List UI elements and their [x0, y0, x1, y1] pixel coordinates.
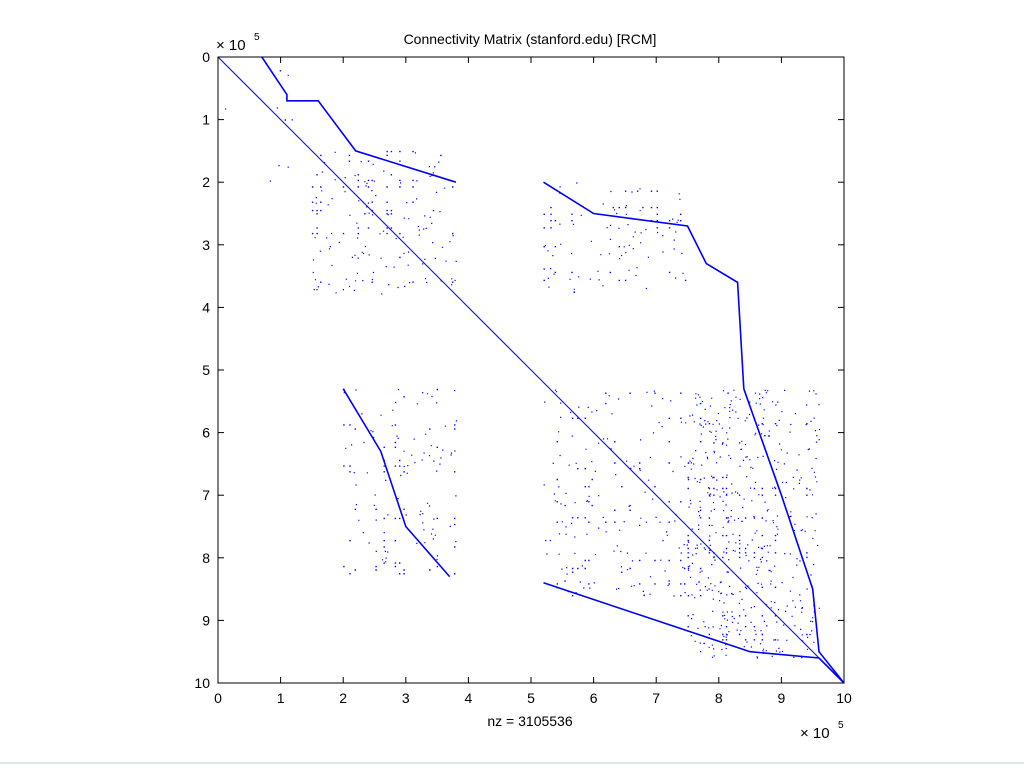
block-a-upper [276, 70, 293, 121]
chart-title: Connectivity Matrix (stanford.edu) [RCM] [404, 31, 657, 47]
block-a-upper-points [276, 70, 293, 121]
svg-text:5: 5 [254, 32, 260, 43]
edge-top-right [543, 181, 745, 389]
edge-lower-right [743, 388, 845, 684]
sparse-points-layer [225, 70, 821, 659]
staircase-edges-layer [261, 56, 845, 684]
block-f-dense [687, 389, 821, 659]
block-top-left-strip [225, 108, 227, 110]
block-c-points [543, 182, 687, 293]
svg-text:× 10: × 10 [800, 725, 830, 742]
plot-area [217, 56, 845, 684]
x-tick-label: 6 [590, 690, 598, 706]
x-axis-ticks: 0 1 2 3 4 5 6 7 8 9 10 [214, 57, 852, 706]
x-tick-label: 10 [836, 690, 852, 706]
y-tick-label: 1 [202, 112, 210, 128]
edge-bottom [543, 582, 845, 684]
x-tick-label: 1 [277, 690, 285, 706]
edge-top-left [261, 56, 457, 183]
y-axis-ticks: 0 1 2 3 4 5 6 7 8 9 10 [194, 49, 844, 691]
y-tick-label: 0 [202, 49, 210, 65]
x-tick-label: 2 [339, 690, 347, 706]
x-tick-label: 9 [778, 690, 786, 706]
y-tick-label: 2 [202, 174, 210, 190]
x-exponent-label: × 10 5 [800, 720, 844, 742]
x-tick-label: 7 [652, 690, 660, 706]
y-tick-label: 3 [202, 237, 210, 253]
edge-lower-left [342, 388, 451, 578]
block-a [269, 165, 289, 182]
y-tick-label: 10 [194, 675, 210, 691]
block-top-left-strip-points [225, 108, 227, 110]
y-tick-label: 6 [202, 425, 210, 441]
block-a-points [269, 165, 289, 182]
y-tick-label: 5 [202, 362, 210, 378]
y-tick-label: 8 [202, 550, 210, 566]
y-tick-label: 4 [202, 299, 210, 315]
block-c [543, 182, 687, 293]
x-tick-label: 0 [214, 690, 222, 706]
block-f-dense-points [687, 389, 821, 659]
bottom-rule [0, 762, 1024, 764]
diagonal-line [217, 56, 845, 684]
x-tick-label: 8 [715, 690, 723, 706]
x-axis-label: nz = 3105536 [487, 713, 572, 729]
y-tick-label: 9 [202, 612, 210, 628]
y-exponent-label: × 10 5 [216, 32, 260, 54]
svg-text:5: 5 [838, 720, 844, 731]
x-tick-label: 5 [527, 690, 535, 706]
x-tick-label: 4 [465, 690, 473, 706]
y-tick-label: 7 [202, 487, 210, 503]
x-tick-label: 3 [402, 690, 410, 706]
svg-text:× 10: × 10 [216, 37, 246, 54]
